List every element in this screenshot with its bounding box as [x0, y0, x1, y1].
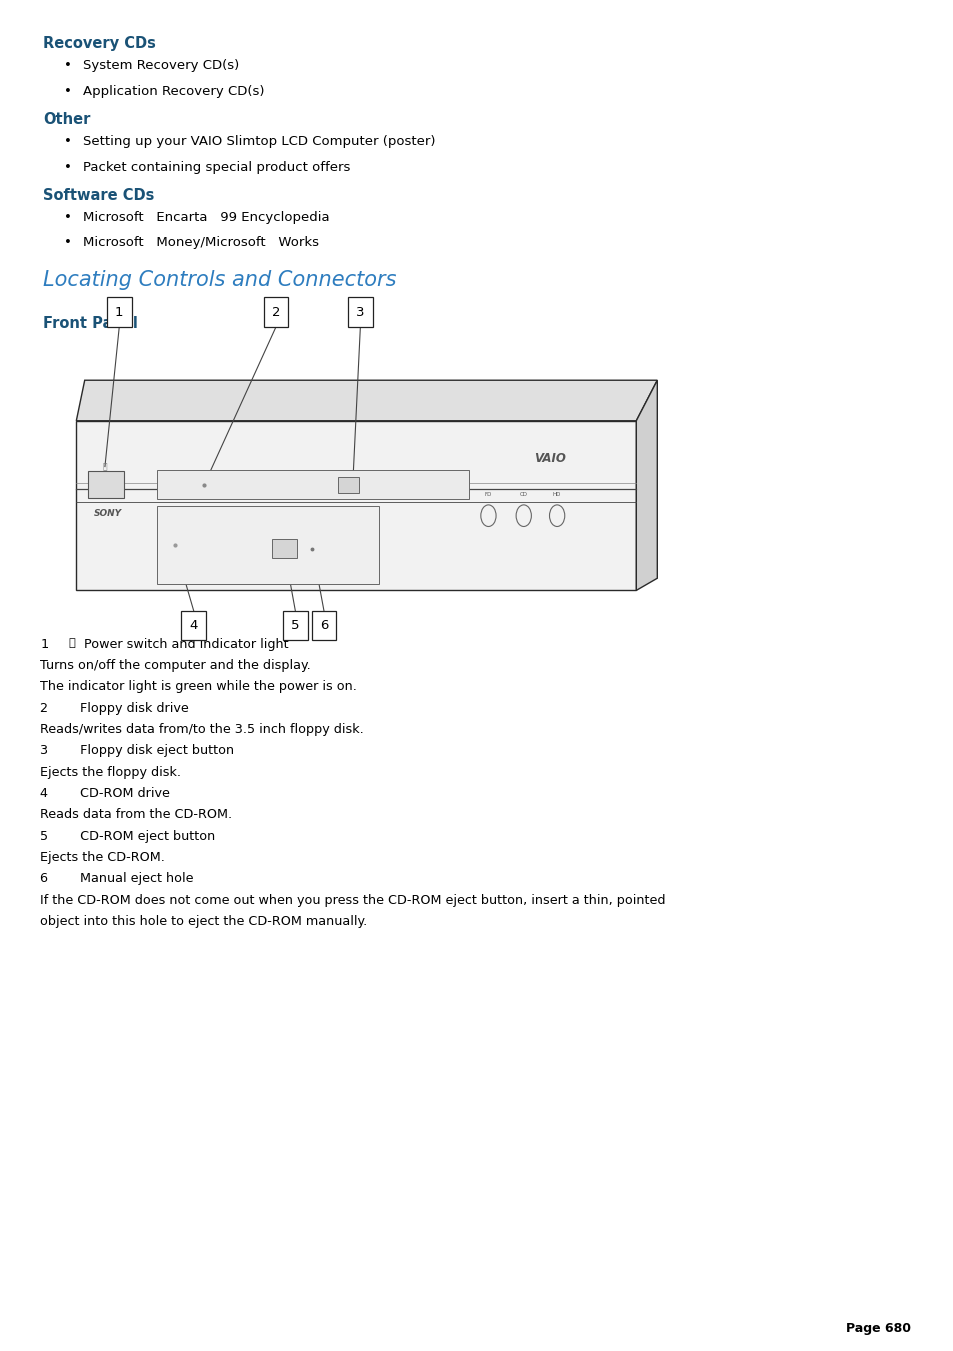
Text: 4: 4: [190, 619, 197, 632]
Text: Locating Controls and Connectors: Locating Controls and Connectors: [43, 270, 396, 290]
Text: 5: 5: [291, 619, 299, 632]
Text: •: •: [64, 161, 71, 174]
Text: Microsoft   Money/Microsoft   Works: Microsoft Money/Microsoft Works: [83, 236, 318, 250]
Text: •: •: [64, 135, 71, 149]
Text: 3        Floppy disk eject button: 3 Floppy disk eject button: [40, 744, 233, 758]
Text: FD: FD: [484, 492, 492, 497]
Text: 1: 1: [115, 305, 123, 319]
Text: CD: CD: [519, 492, 527, 497]
Bar: [273, 539, 297, 558]
Text: 5        CD-ROM eject button: 5 CD-ROM eject button: [40, 830, 215, 843]
Text: Microsoft   Encarta   99 Encyclopedia: Microsoft Encarta 99 Encyclopedia: [83, 211, 330, 224]
Bar: [88, 471, 124, 499]
Text: Turns on/off the computer and the display.: Turns on/off the computer and the displa…: [40, 659, 311, 671]
Text: 4        CD-ROM drive: 4 CD-ROM drive: [40, 788, 170, 800]
Text: 2        Floppy disk drive: 2 Floppy disk drive: [40, 701, 189, 715]
Text: object into this hole to eject the CD-ROM manually.: object into this hole to eject the CD-RO…: [40, 915, 367, 928]
Text: Ejects the floppy disk.: Ejects the floppy disk.: [40, 766, 181, 778]
Text: 3: 3: [355, 305, 364, 319]
Text: System Recovery CD(s): System Recovery CD(s): [83, 59, 239, 73]
Bar: [283, 611, 308, 640]
Text: Reads/writes data from/to the 3.5 inch floppy disk.: Reads/writes data from/to the 3.5 inch f…: [40, 723, 363, 736]
Bar: [107, 297, 132, 327]
Text: SONY: SONY: [93, 509, 121, 519]
Text: Power switch and indicator light: Power switch and indicator light: [84, 638, 288, 651]
Bar: [181, 611, 206, 640]
Bar: [157, 507, 378, 584]
Text: HD: HD: [553, 492, 560, 497]
Text: 2: 2: [272, 305, 280, 319]
Text: VAIO: VAIO: [534, 451, 566, 465]
Bar: [263, 297, 288, 327]
Text: Front Panel: Front Panel: [43, 316, 137, 331]
Text: •: •: [64, 211, 71, 224]
Text: •: •: [64, 236, 71, 250]
Text: ⏻: ⏻: [103, 462, 107, 471]
Polygon shape: [76, 380, 657, 420]
Text: 6        Manual eject hole: 6 Manual eject hole: [40, 873, 193, 885]
Polygon shape: [76, 420, 636, 590]
Bar: [157, 470, 469, 500]
Text: •: •: [64, 59, 71, 73]
Polygon shape: [636, 380, 657, 590]
Bar: [348, 297, 373, 327]
Text: 1: 1: [40, 638, 49, 651]
Bar: [312, 611, 336, 640]
Text: Reads data from the CD-ROM.: Reads data from the CD-ROM.: [40, 808, 232, 821]
Text: ⏻: ⏻: [69, 638, 75, 647]
Bar: [338, 477, 359, 493]
Text: Page 680: Page 680: [845, 1321, 910, 1335]
Text: Packet containing special product offers: Packet containing special product offers: [83, 161, 350, 174]
Text: Software CDs: Software CDs: [43, 188, 154, 203]
Text: Setting up your VAIO Slimtop LCD Computer (poster): Setting up your VAIO Slimtop LCD Compute…: [83, 135, 435, 149]
Text: Other: Other: [43, 112, 91, 127]
Text: Recovery CDs: Recovery CDs: [43, 36, 155, 51]
Text: The indicator light is green while the power is on.: The indicator light is green while the p…: [40, 681, 356, 693]
Text: Application Recovery CD(s): Application Recovery CD(s): [83, 85, 264, 99]
Text: 6: 6: [319, 619, 328, 632]
Text: Ejects the CD-ROM.: Ejects the CD-ROM.: [40, 851, 165, 865]
Text: If the CD-ROM does not come out when you press the CD-ROM eject button, insert a: If the CD-ROM does not come out when you…: [40, 894, 665, 907]
Text: •: •: [64, 85, 71, 99]
